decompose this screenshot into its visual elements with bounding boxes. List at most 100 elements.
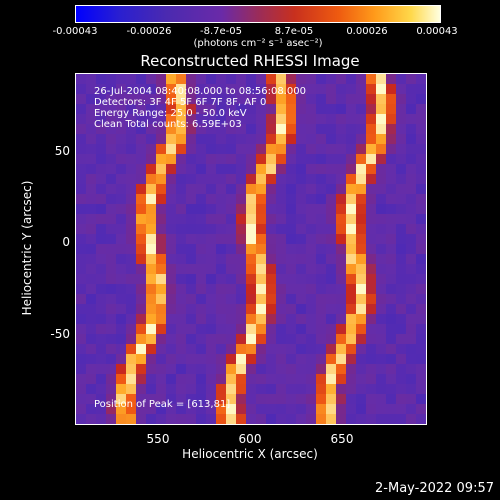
heatmap-cell (286, 164, 297, 175)
heatmap-cell (346, 414, 357, 424)
heatmap-cell (306, 244, 317, 255)
heatmap-cell (246, 234, 257, 245)
heatmap-cell (326, 234, 337, 245)
heatmap-cell (236, 394, 247, 405)
heatmap-cell (196, 214, 207, 225)
heatmap-cell (196, 94, 207, 105)
heatmap-cell (106, 274, 117, 285)
heatmap-cell (206, 304, 217, 315)
heatmap-cell (226, 354, 237, 365)
heatmap-cell (86, 284, 97, 295)
heatmap-cell (186, 244, 197, 255)
heatmap-cell (96, 114, 107, 125)
heatmap-cell (326, 104, 337, 115)
heatmap-cell (156, 154, 167, 165)
heatmap-cell (86, 124, 97, 135)
heatmap-cell (106, 324, 117, 335)
heatmap-cell (216, 164, 227, 175)
heatmap-cell (166, 184, 177, 195)
heatmap-cell (276, 124, 287, 135)
heatmap-cell (206, 144, 217, 155)
heatmap-cell (266, 124, 277, 135)
heatmap-cell (136, 214, 147, 225)
heatmap-cell (416, 94, 426, 105)
heatmap-cell (386, 324, 397, 335)
heatmap-cell (156, 364, 167, 375)
heatmap-cell (316, 274, 327, 285)
heatmap-cell (216, 144, 227, 155)
heatmap-cell (376, 414, 387, 424)
heatmap-cell (326, 414, 337, 424)
heatmap-cell (106, 114, 117, 125)
heatmap-cell (116, 324, 127, 335)
heatmap-cell (256, 314, 267, 325)
heatmap-cell (336, 364, 347, 375)
heatmap-cell (296, 144, 307, 155)
heatmap-cell (356, 224, 367, 235)
heatmap-cell (366, 274, 377, 285)
heatmap-cell (366, 324, 377, 335)
heatmap-cell (106, 224, 117, 235)
heatmap-cell (386, 284, 397, 295)
heatmap-cell (76, 234, 87, 245)
heatmap-cell (216, 104, 227, 115)
heatmap-cell (396, 254, 407, 265)
heatmap-cell (126, 394, 137, 405)
heatmap-cell (276, 334, 287, 345)
heatmap-cell (206, 264, 217, 275)
heatmap-cell (276, 254, 287, 265)
heatmap-cell (296, 294, 307, 305)
heatmap-cell (396, 134, 407, 145)
heatmap-cell (326, 74, 337, 85)
heatmap-cell (406, 324, 417, 335)
heatmap-cell (306, 304, 317, 315)
heatmap-cell (86, 164, 97, 175)
heatmap-cell (266, 214, 277, 225)
heatmap-cell (186, 314, 197, 325)
heatmap-cell (346, 164, 357, 175)
heatmap-cell (96, 234, 107, 245)
heatmap-cell (376, 374, 387, 385)
heatmap-cell (96, 204, 107, 215)
heatmap-cell (186, 184, 197, 195)
heatmap-cell (146, 384, 157, 395)
heatmap-cell (396, 184, 407, 195)
heatmap-cell (206, 394, 217, 405)
heatmap-cell (76, 364, 87, 375)
heatmap-cell (356, 264, 367, 275)
heatmap-cell (266, 314, 277, 325)
heatmap-cell (256, 204, 267, 215)
heatmap-cell (326, 284, 337, 295)
heatmap-cell (246, 354, 257, 365)
y-tick-label: 50 (54, 144, 70, 158)
heatmap-cell (136, 274, 147, 285)
heatmap-cell (256, 334, 267, 345)
heatmap-cell (416, 84, 426, 95)
heatmap-cell (116, 214, 127, 225)
heatmap-cell (186, 354, 197, 365)
heatmap-cell (376, 124, 387, 135)
heatmap-cell (376, 194, 387, 205)
heatmap-cell (106, 344, 117, 355)
heatmap-cell (286, 314, 297, 325)
heatmap-cell (266, 154, 277, 165)
heatmap-cell (316, 164, 327, 175)
heatmap-cell (416, 174, 426, 185)
heatmap-cell (306, 324, 317, 335)
heatmap-cell (346, 244, 357, 255)
heatmap-cell (206, 354, 217, 365)
heatmap-cell (86, 314, 97, 325)
heatmap-cell (256, 244, 267, 255)
heatmap-cell (346, 74, 357, 85)
heatmap-cell (356, 404, 367, 415)
heatmap-cell (76, 344, 87, 355)
heatmap-cell (216, 224, 227, 235)
heatmap-cell (146, 234, 157, 245)
heatmap-cell (256, 184, 267, 195)
heatmap-cell (386, 194, 397, 205)
heatmap-cell (126, 404, 137, 415)
heatmap-cell (336, 144, 347, 155)
heatmap-cell (406, 354, 417, 365)
heatmap-cell (146, 344, 157, 355)
heatmap-cell (146, 244, 157, 255)
